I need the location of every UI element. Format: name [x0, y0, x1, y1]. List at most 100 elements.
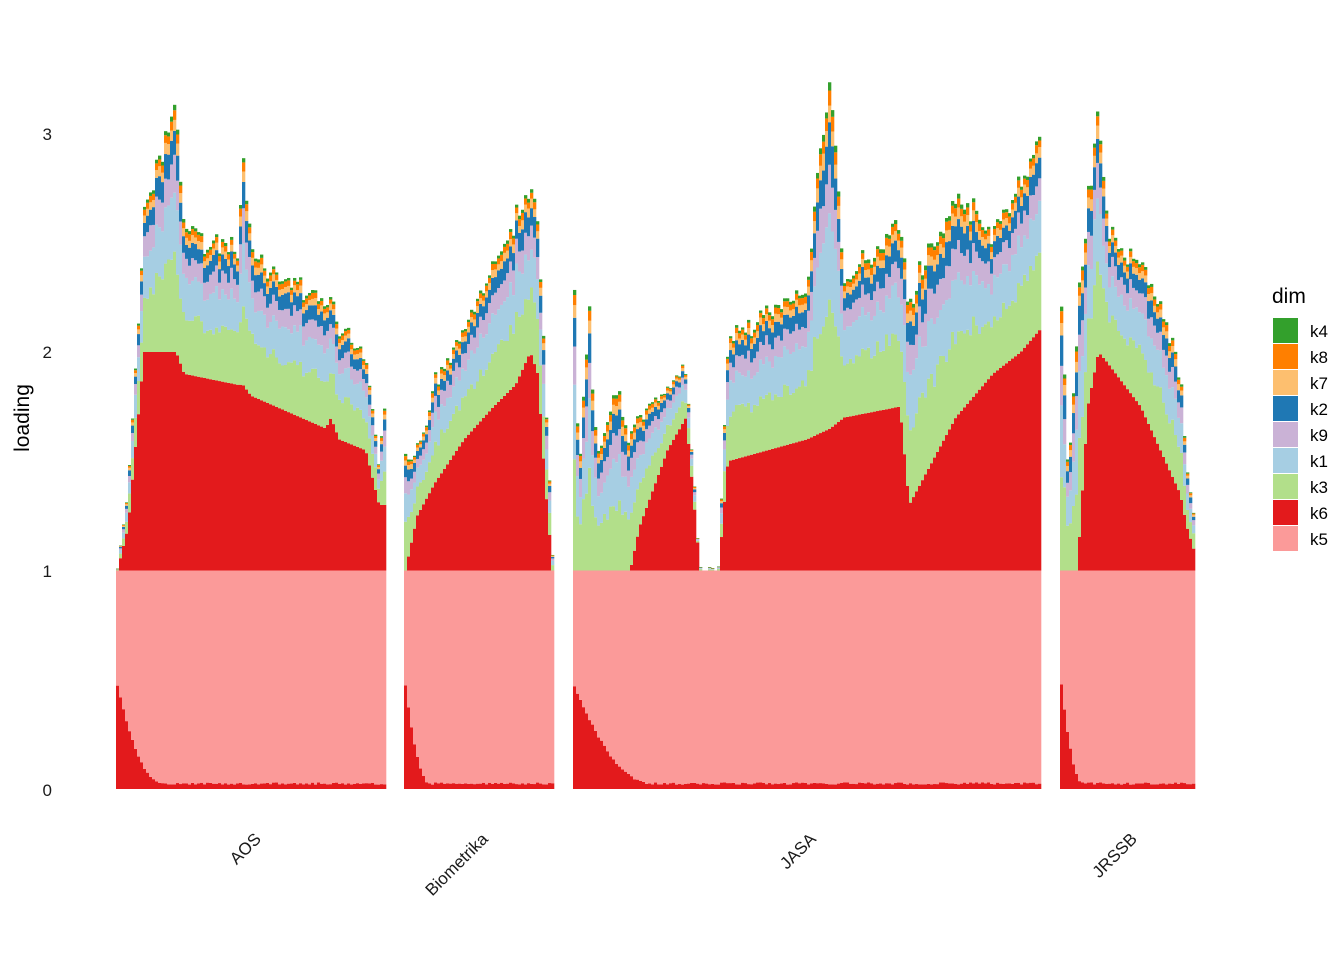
bar-segment-aos-k3	[143, 297, 147, 352]
bar-segment-jasa-k6	[615, 763, 619, 789]
bar-segment-jasa-k6	[882, 784, 886, 789]
bar-segment-aos-k4	[284, 279, 288, 282]
bar-segment-aos-k4	[161, 161, 165, 166]
bar-segment-biometrika-k7	[479, 298, 483, 304]
bar-segment-jasa-k2	[726, 370, 730, 383]
bar-segment-aos-k8	[284, 281, 288, 288]
bar-segment-aos-k5	[215, 570, 219, 784]
bar-segment-jasa-k2	[906, 322, 910, 342]
bar-segment-jasa-k5	[624, 570, 628, 772]
bar-segment-aos-k9	[161, 202, 165, 232]
bar-segment-aos-k8	[164, 135, 168, 143]
bar-segment-jasa-k2	[780, 324, 784, 341]
bar-segment-aos-k6	[347, 443, 351, 571]
bar-segment-aos-k3	[134, 417, 138, 447]
bar-segment-aos-k2	[206, 265, 210, 282]
bar-segment-aos-k6	[350, 784, 354, 789]
bar-segment-jasa-k6	[663, 458, 667, 571]
bar-segment-biometrika-k7	[545, 422, 549, 427]
bar-segment-jasa-k2	[1002, 227, 1006, 243]
bar-segment-jasa-k9	[636, 442, 640, 459]
bar-segment-jasa-k2	[822, 170, 826, 207]
bar-segment-biometrika-k6	[470, 431, 474, 571]
bar-segment-aos-k6	[311, 422, 315, 571]
bar-segment-jasa-k6	[657, 784, 661, 789]
bar-segment-jasa-k1	[768, 361, 772, 393]
bar-segment-jasa-k1	[846, 326, 850, 364]
bar-segment-jrssb-k7	[1114, 245, 1118, 253]
bar-segment-aos-k4	[341, 333, 345, 336]
bar-segment-jasa-k3	[1014, 302, 1018, 357]
bar-segment-jasa-k6	[939, 782, 943, 789]
bar-segment-jasa-k6	[858, 414, 862, 571]
bar-segment-jasa-k4	[753, 329, 757, 333]
bar-segment-aos-k7	[170, 130, 174, 141]
bar-segment-jasa-k7	[606, 431, 610, 440]
bar-segment-biometrika-k1	[413, 482, 417, 504]
bar-segment-jasa-k5	[831, 570, 835, 785]
bar-segment-jasa-k8	[900, 240, 904, 248]
bar-segment-jrssb-k1	[1069, 490, 1073, 524]
bar-segment-jasa-k5	[702, 570, 706, 784]
bar-segment-aos-k5	[305, 570, 309, 784]
bar-segment-biometrika-k2	[512, 253, 516, 271]
bar-segment-biometrika-k2	[437, 394, 441, 407]
bar-segment-jasa-k1	[738, 372, 742, 405]
bar-segment-jasa-k2	[750, 349, 754, 363]
bar-segment-jrssb-k3	[1180, 452, 1184, 500]
bar-segment-jrssb-k6	[1180, 782, 1184, 789]
bar-segment-jrssb-k6	[1096, 782, 1100, 789]
bar-segment-jasa-k3	[777, 396, 781, 448]
bar-segment-jasa-k7	[744, 339, 748, 346]
bar-segment-biometrika-k3	[434, 441, 438, 483]
bar-segment-jrssb-k6	[1192, 548, 1196, 571]
bar-segment-biometrika-k6	[524, 363, 528, 571]
bar-segment-jasa-k7	[954, 216, 958, 227]
bar-segment-aos-k5	[341, 570, 345, 784]
bar-segment-jasa-k9	[900, 278, 904, 305]
bar-segment-jrssb-k2	[1135, 274, 1139, 291]
bar-segment-jrssb-k2	[1159, 317, 1163, 332]
bar-segment-biometrika-k9	[443, 390, 447, 407]
bar-segment-jasa-k9	[603, 461, 607, 483]
bar-segment-jasa-k1	[681, 385, 685, 402]
bar-segment-biometrika-k6	[428, 493, 432, 571]
bar-segment-biometrika-k7	[419, 444, 423, 448]
bar-segment-biometrika-k4	[548, 480, 552, 482]
bar-segment-jasa-k8	[636, 418, 640, 424]
bar-segment-jasa-k6	[1017, 782, 1021, 789]
bar-segment-aos-k9	[281, 310, 285, 327]
bar-segment-aos-k7	[290, 294, 294, 303]
bar-segment-jasa-k6	[918, 784, 922, 789]
bar-segment-biometrika-k6	[410, 542, 414, 571]
bar-segment-jasa-k3	[840, 356, 844, 420]
bar-segment-aos-k3	[194, 316, 198, 377]
bar-segment-biometrika-k5	[551, 570, 555, 784]
bar-segment-jasa-k8	[876, 249, 880, 257]
bar-segment-jrssb-k5	[1150, 570, 1154, 785]
bar-segment-biometrika-k9	[404, 477, 408, 494]
bar-segment-biometrika-k6	[497, 401, 501, 571]
bar-segment-jasa-k6	[810, 783, 814, 789]
bar-segment-biometrika-k7	[485, 291, 489, 298]
bar-segment-aos-k8	[137, 325, 141, 330]
bar-segment-jrssb-k4	[1174, 351, 1178, 355]
bar-segment-jasa-k8	[924, 270, 928, 279]
bar-segment-biometrika-k9	[416, 458, 420, 468]
bar-segment-jasa-k3	[678, 407, 682, 430]
bar-segment-aos-k4	[212, 240, 216, 244]
bar-segment-jrssb-k3	[1159, 387, 1163, 451]
bar-segment-biometrika-k7	[524, 204, 528, 213]
bar-segment-aos-k3	[146, 298, 150, 352]
bar-segment-jrssb-k9	[1081, 320, 1085, 357]
bar-segment-jasa-k5	[765, 570, 769, 785]
bar-segment-jasa-k6	[714, 784, 718, 789]
bar-segment-jasa-k1	[1017, 235, 1021, 284]
bar-segment-aos-k6	[290, 413, 294, 571]
bar-segment-aos-k6	[248, 784, 252, 789]
bar-segment-jasa-k7	[912, 314, 916, 326]
bar-segment-aos-k9	[272, 294, 276, 316]
bar-segment-jasa-k3	[939, 355, 943, 447]
bar-segment-biometrika-k6	[509, 782, 513, 789]
bar-segment-jasa-k4	[819, 148, 823, 155]
